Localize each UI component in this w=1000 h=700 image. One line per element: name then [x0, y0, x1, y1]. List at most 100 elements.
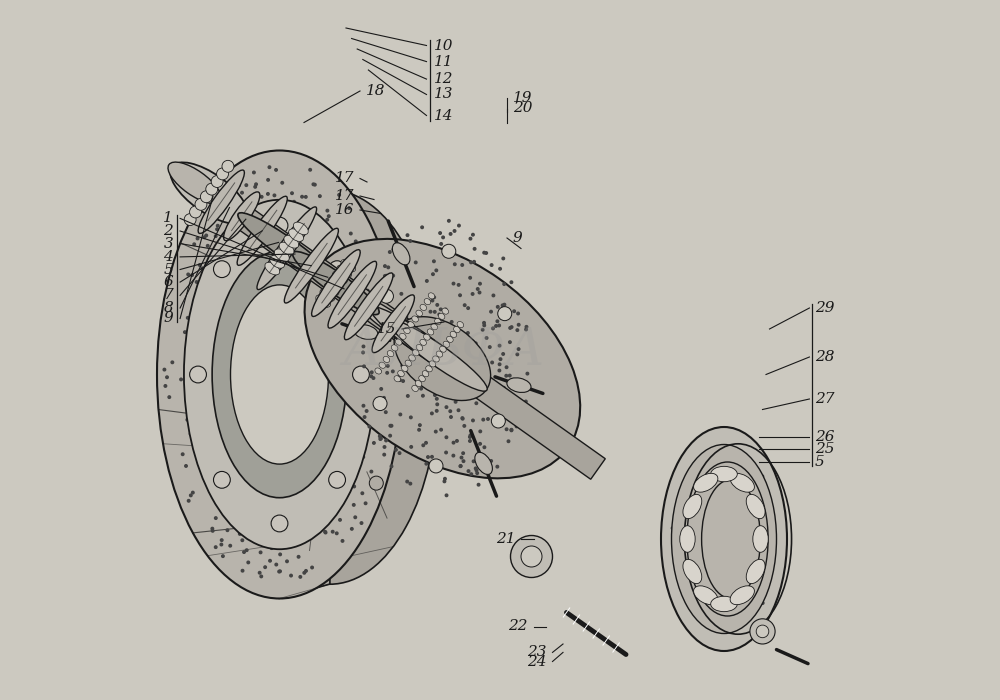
Circle shape [318, 226, 321, 229]
Circle shape [269, 559, 271, 562]
Circle shape [247, 561, 250, 564]
Circle shape [469, 276, 471, 279]
Circle shape [249, 392, 252, 394]
Circle shape [323, 232, 325, 234]
Circle shape [425, 463, 428, 465]
Circle shape [421, 226, 423, 229]
Circle shape [250, 277, 253, 280]
Circle shape [712, 528, 715, 530]
Circle shape [410, 416, 412, 419]
Circle shape [517, 312, 519, 315]
Circle shape [362, 274, 365, 277]
Circle shape [321, 251, 323, 253]
Circle shape [728, 612, 731, 615]
Circle shape [383, 454, 385, 456]
Circle shape [475, 402, 478, 405]
Circle shape [214, 546, 217, 548]
Circle shape [211, 527, 214, 530]
Circle shape [445, 452, 447, 454]
Circle shape [228, 452, 230, 455]
Circle shape [729, 539, 732, 542]
Circle shape [433, 296, 435, 299]
Circle shape [389, 435, 391, 437]
Circle shape [252, 221, 254, 223]
Circle shape [319, 343, 321, 346]
Circle shape [254, 405, 268, 419]
Circle shape [386, 415, 389, 418]
Ellipse shape [694, 473, 718, 492]
Circle shape [323, 357, 326, 359]
Circle shape [187, 316, 189, 319]
Circle shape [223, 282, 226, 285]
Circle shape [387, 391, 389, 393]
Circle shape [444, 331, 447, 334]
Circle shape [380, 388, 382, 390]
Circle shape [286, 560, 288, 563]
Text: 1: 1 [163, 211, 173, 225]
Circle shape [215, 517, 217, 519]
Circle shape [485, 252, 487, 254]
Circle shape [243, 265, 246, 267]
Circle shape [252, 347, 254, 350]
Circle shape [342, 251, 345, 253]
Text: 3: 3 [163, 237, 173, 251]
Circle shape [270, 547, 273, 550]
Circle shape [498, 324, 500, 327]
Circle shape [194, 349, 196, 352]
Circle shape [507, 440, 510, 442]
Circle shape [406, 234, 409, 237]
Circle shape [245, 184, 248, 186]
Circle shape [450, 321, 453, 323]
Circle shape [454, 263, 456, 265]
Circle shape [493, 384, 495, 386]
Circle shape [195, 281, 198, 284]
Circle shape [255, 437, 258, 439]
Circle shape [266, 275, 268, 278]
Circle shape [278, 510, 280, 512]
Circle shape [360, 302, 363, 304]
Circle shape [449, 232, 452, 235]
Circle shape [299, 208, 302, 211]
Circle shape [429, 330, 432, 332]
Circle shape [301, 374, 304, 377]
Circle shape [503, 303, 506, 306]
Ellipse shape [333, 271, 347, 284]
Circle shape [401, 314, 404, 316]
Circle shape [446, 378, 448, 381]
Ellipse shape [404, 328, 410, 334]
Circle shape [510, 281, 513, 284]
Circle shape [271, 217, 288, 234]
Ellipse shape [746, 559, 765, 584]
Circle shape [349, 470, 352, 473]
Circle shape [259, 551, 262, 554]
Circle shape [483, 321, 485, 324]
Ellipse shape [431, 323, 437, 330]
Circle shape [209, 310, 211, 313]
Ellipse shape [435, 318, 441, 325]
Ellipse shape [436, 351, 443, 357]
Circle shape [485, 337, 488, 340]
Circle shape [186, 363, 188, 365]
Ellipse shape [328, 261, 377, 328]
Circle shape [350, 232, 352, 234]
Circle shape [389, 251, 391, 253]
Circle shape [353, 485, 355, 488]
Ellipse shape [438, 314, 445, 319]
Circle shape [684, 533, 687, 535]
Circle shape [311, 424, 314, 426]
Circle shape [351, 387, 354, 390]
Circle shape [306, 480, 309, 482]
Ellipse shape [222, 190, 438, 584]
Circle shape [510, 429, 513, 432]
Ellipse shape [753, 526, 768, 552]
Circle shape [266, 539, 268, 542]
Circle shape [499, 358, 502, 360]
Ellipse shape [730, 586, 754, 605]
Circle shape [502, 353, 504, 355]
Circle shape [339, 519, 341, 521]
Circle shape [224, 504, 226, 507]
Text: 28: 28 [815, 350, 834, 364]
Circle shape [350, 440, 353, 443]
Circle shape [313, 429, 316, 432]
Circle shape [348, 415, 351, 418]
